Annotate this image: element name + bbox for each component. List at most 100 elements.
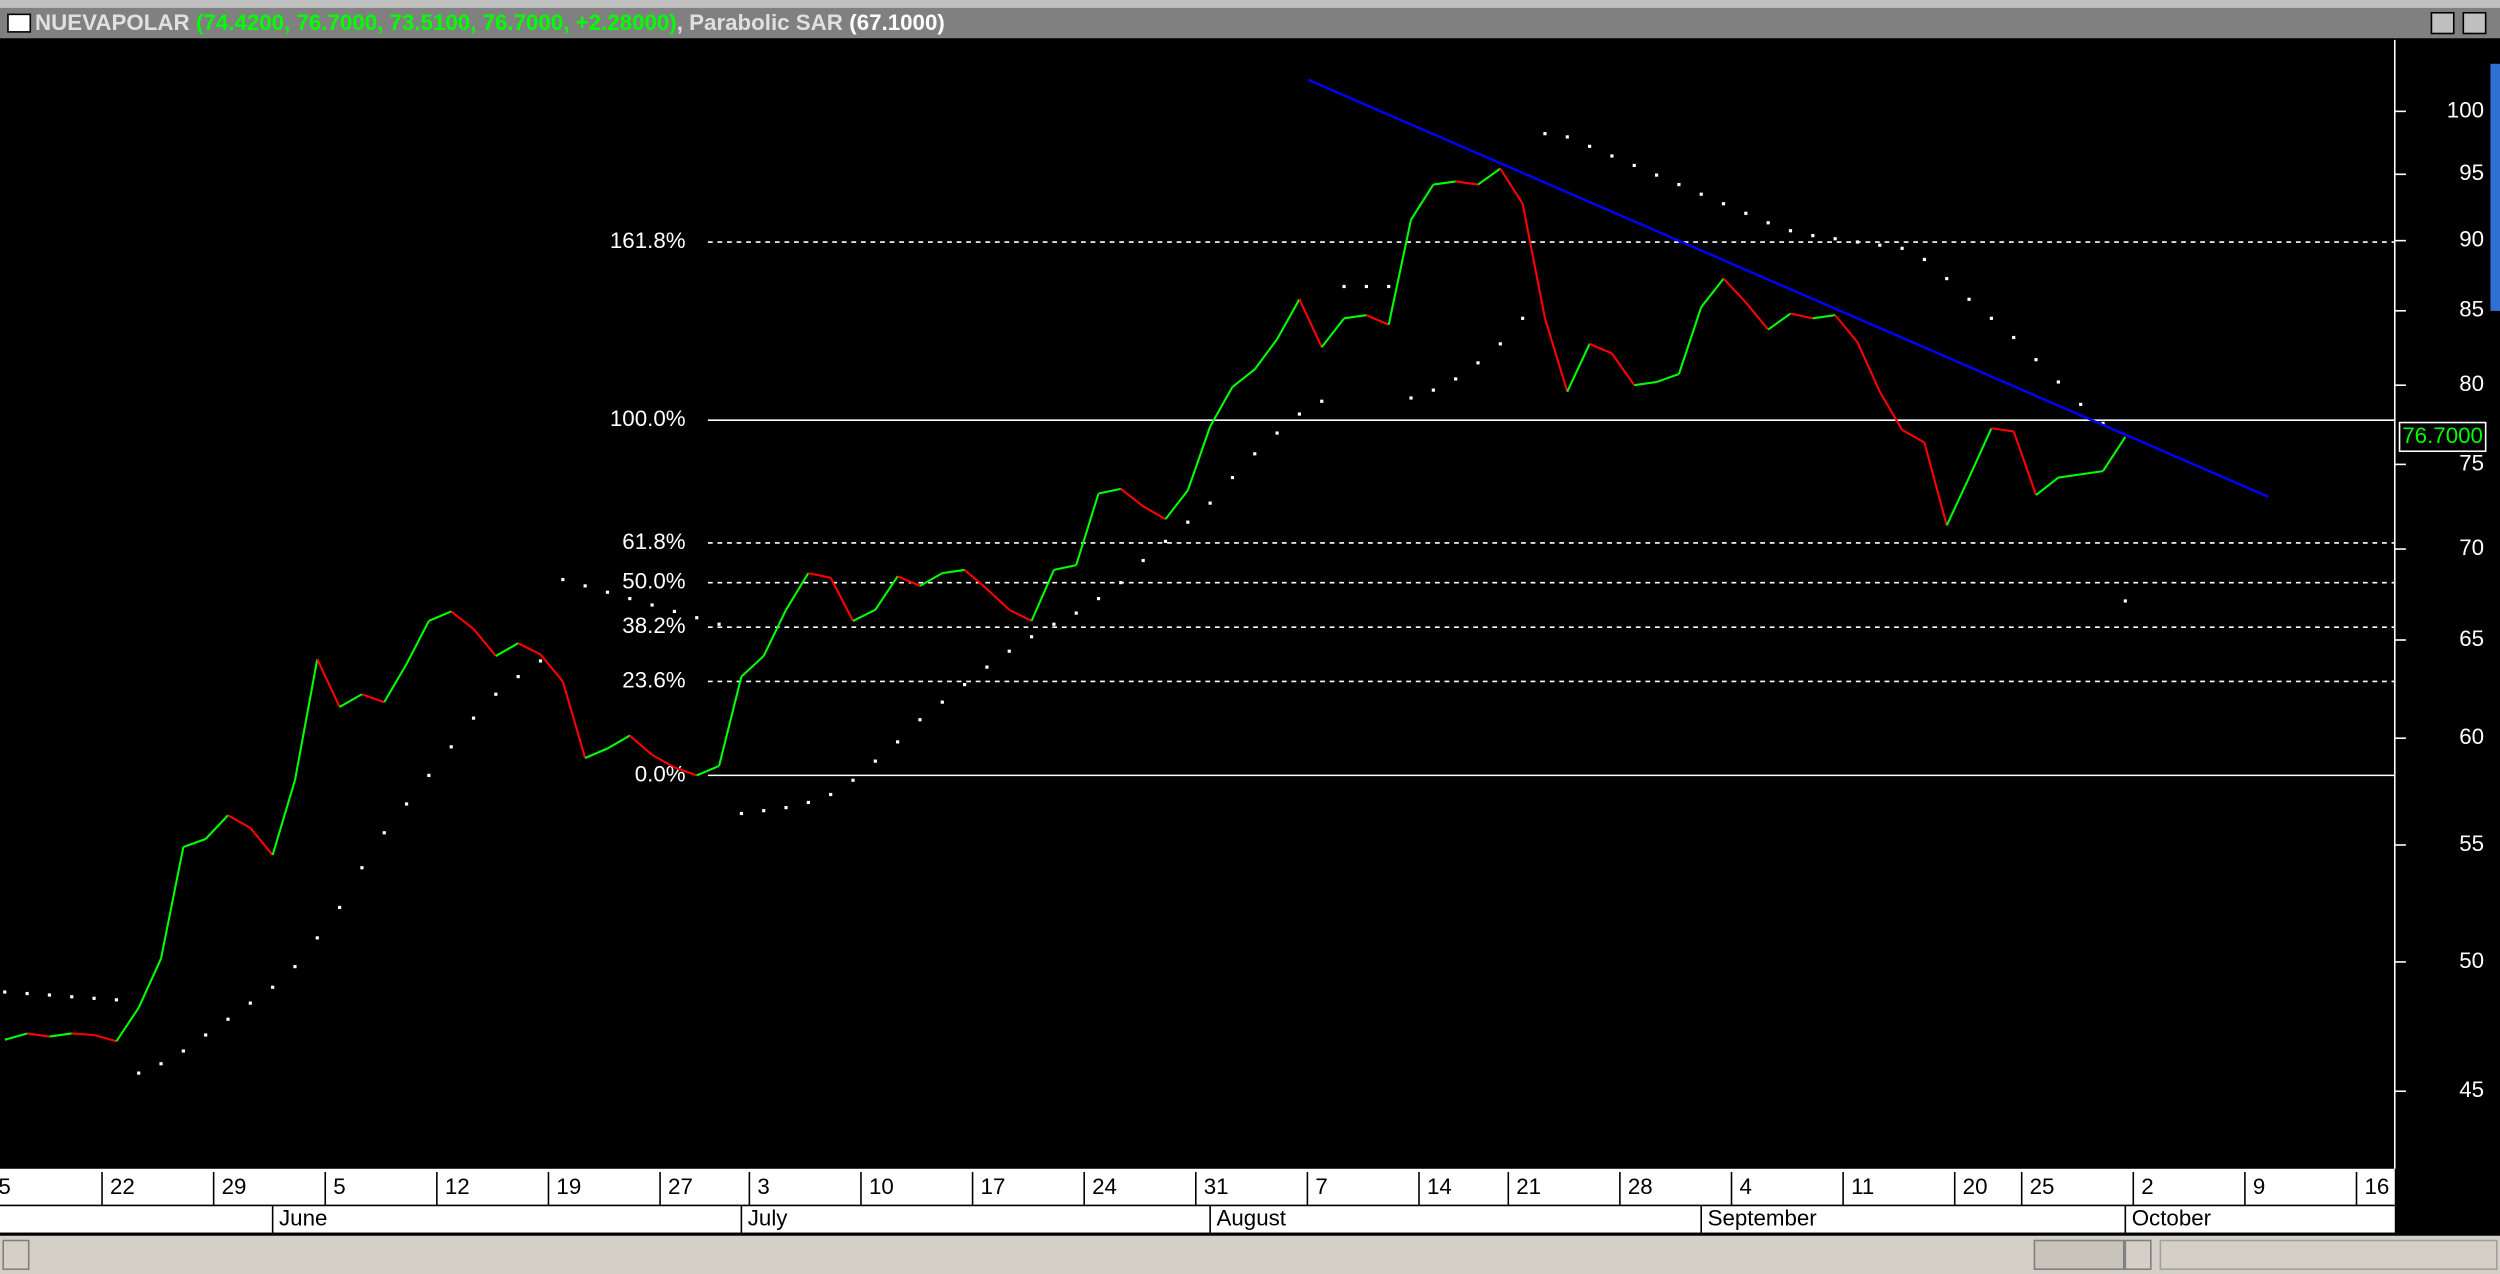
sar-dot xyxy=(293,965,297,969)
sar-dot xyxy=(1833,237,1837,241)
scroll-right[interactable] xyxy=(2124,1239,2152,1271)
sar-dot xyxy=(1989,316,1993,320)
fib-level-label: 0.0% xyxy=(635,761,686,786)
sar-dot xyxy=(271,985,275,989)
price-segment xyxy=(517,642,541,656)
sar-dot xyxy=(561,577,565,582)
price-segment xyxy=(450,610,475,630)
sar-dot xyxy=(695,616,699,620)
sar-dot xyxy=(1766,221,1770,225)
sar-dot xyxy=(1320,399,1324,403)
scroll-left[interactable] xyxy=(2,1239,30,1271)
sar-dot xyxy=(583,584,587,588)
month-label: July xyxy=(748,1206,789,1231)
x-tick-label: 9 xyxy=(2253,1174,2265,1199)
price-segment xyxy=(942,568,965,575)
price-segment xyxy=(339,693,363,708)
price-segment xyxy=(762,609,787,657)
sar-dot xyxy=(1721,202,1726,206)
price-segment xyxy=(1276,298,1301,340)
sar-dot xyxy=(1275,431,1279,435)
y-tick-label: 85 xyxy=(2459,297,2484,322)
price-segment xyxy=(1231,368,1256,388)
sar-dot xyxy=(1454,377,1458,381)
price-segment xyxy=(1834,314,1859,343)
sar-dot xyxy=(47,993,52,997)
price-segment xyxy=(271,779,296,856)
price-segment xyxy=(963,569,988,590)
ohlc-label: (74.4200, 76.7000, 73.5100, 76.7000, +2.… xyxy=(196,10,677,35)
fib-level-label: 23.6% xyxy=(622,667,685,692)
sar-dot xyxy=(1699,192,1703,196)
price-segment xyxy=(1410,183,1435,221)
price-segment xyxy=(1209,386,1234,428)
x-tick-label: 3 xyxy=(757,1174,769,1199)
x-tick-label: 4 xyxy=(1739,1174,1751,1199)
price-segment xyxy=(696,764,720,777)
month-label: August xyxy=(1217,1206,1287,1231)
sar-dot xyxy=(806,800,810,805)
sar-dot xyxy=(1141,558,1145,563)
window-frame xyxy=(0,0,2500,8)
price-segment xyxy=(874,575,899,611)
sar-dot xyxy=(1945,277,1949,281)
price-segment xyxy=(852,608,876,622)
price-segment xyxy=(1053,564,1077,571)
x-tick-label: 22 xyxy=(110,1174,135,1199)
price-segment xyxy=(1477,167,1501,186)
price-segment xyxy=(4,1032,28,1041)
y-tick-label: 95 xyxy=(2459,160,2484,185)
sar-dot xyxy=(784,806,788,810)
sar-dot xyxy=(248,1001,252,1005)
fib-level-label: 61.8% xyxy=(622,529,685,554)
sar-dot xyxy=(1007,649,1011,653)
sar-dot xyxy=(1588,144,1592,148)
price-segment xyxy=(1365,314,1390,326)
scroll-thumb[interactable] xyxy=(2033,1239,2125,1271)
price-segment xyxy=(361,693,385,704)
sar-dot xyxy=(1654,173,1659,177)
x-tick-label: 11 xyxy=(1851,1174,1874,1199)
close-button[interactable] xyxy=(2462,11,2487,35)
x-tick-label: 5 xyxy=(333,1174,345,1199)
last-value-box xyxy=(2398,421,2487,453)
price-segment xyxy=(1075,493,1100,566)
y-tick-label: 80 xyxy=(2459,371,2484,396)
price-segment xyxy=(2035,476,2059,496)
sar-dot xyxy=(605,590,610,594)
sar-dot xyxy=(717,622,721,626)
price-segment xyxy=(1253,338,1278,370)
y-tick-label: 70 xyxy=(2459,535,2484,560)
price-segment xyxy=(2012,431,2038,496)
sar-dot xyxy=(940,700,944,704)
sar-dot xyxy=(628,597,632,601)
separator: , xyxy=(677,10,689,35)
sar-dot xyxy=(672,609,677,614)
sar-dot xyxy=(1029,635,1034,639)
price-segment xyxy=(1700,277,1725,308)
indicator-name: Parabolic SAR xyxy=(689,10,843,35)
sar-dot xyxy=(204,1033,208,1037)
price-segment xyxy=(1433,180,1456,186)
title-bar xyxy=(0,7,2500,39)
sar-dot xyxy=(1677,182,1681,187)
y-tick-label: 90 xyxy=(2459,227,2484,252)
price-segment xyxy=(629,734,653,756)
price-segment xyxy=(829,577,854,622)
restore-button[interactable] xyxy=(2430,11,2455,35)
sar-dot xyxy=(181,1049,185,1053)
sar-dot xyxy=(1610,154,1614,158)
price-segment xyxy=(1722,277,1747,304)
toolbar[interactable] xyxy=(2159,1239,2498,1271)
price-segment xyxy=(986,588,1010,611)
price-segment xyxy=(1767,312,1792,331)
y-tick-label: 100 xyxy=(2447,97,2484,122)
sar-dot xyxy=(829,792,833,797)
price-segment xyxy=(1991,427,2014,433)
side-tab[interactable] xyxy=(2490,63,2500,311)
x-tick-label: 27 xyxy=(668,1174,693,1199)
month-label: September xyxy=(1708,1206,1818,1231)
price-segment xyxy=(1008,608,1033,622)
price-segment xyxy=(383,663,408,703)
sar-dot xyxy=(92,996,96,1000)
